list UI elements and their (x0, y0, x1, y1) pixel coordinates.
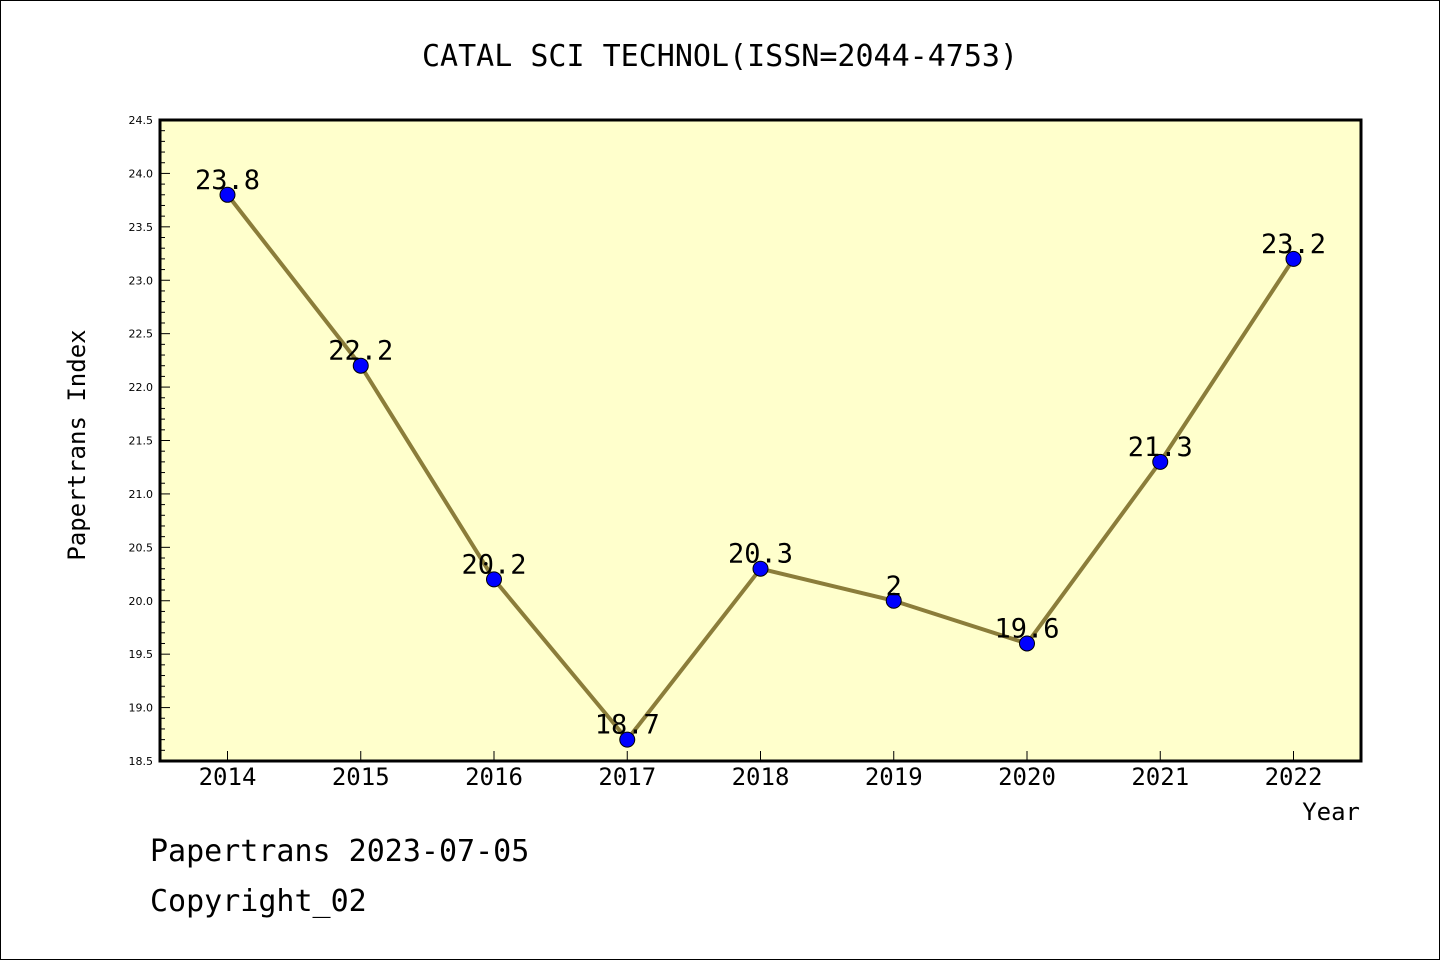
x-tick-label: 2016 (465, 763, 523, 791)
y-tick-label: 22.0 (129, 381, 154, 394)
y-tick-label: 20.0 (129, 595, 154, 608)
y-tick-label: 19.5 (129, 648, 154, 661)
x-axis-label: Year (1302, 798, 1360, 826)
x-tick-label: 2015 (332, 763, 390, 791)
y-tick-label: 21.0 (129, 488, 154, 501)
chart-title: CATAL SCI TECHNOL(ISSN=2044-4753) (422, 39, 1018, 74)
y-tick-label: 19.0 (129, 702, 154, 715)
data-point-2017 (619, 731, 636, 748)
x-tick-label: 2022 (1265, 763, 1323, 791)
data-label-2018: 20.3 (728, 539, 793, 570)
data-point-2021 (1152, 453, 1169, 470)
y-tick-label: 23.5 (129, 221, 154, 234)
data-label-2019: 2 (886, 571, 902, 602)
y-tick-label: 23.0 (129, 274, 154, 287)
y-tick-label: 24.5 (129, 114, 154, 127)
y-tick-label: 20.5 (129, 541, 154, 554)
data-point-2015 (352, 357, 369, 374)
y-tick-label: 18.5 (129, 755, 154, 768)
data-label-2016: 20.2 (461, 549, 526, 580)
data-point-2019 (885, 592, 902, 609)
data-point-2014 (219, 186, 236, 203)
series-line: 23.8 22.2 20.2 18.7 20.3 2 19.6 21.3 23.2 (195, 165, 1326, 748)
footer-copyright: Copyright_02 (150, 884, 367, 919)
x-tick-label: 2014 (199, 763, 257, 791)
data-point-2016 (486, 571, 502, 588)
x-tick-label: 2020 (998, 763, 1056, 791)
data-label-2021: 21.3 (1128, 432, 1193, 463)
data-point-2018 (752, 560, 769, 577)
y-tick-label: 22.5 (129, 328, 154, 341)
x-tick-label: 2018 (732, 763, 790, 791)
data-label-2020: 19.6 (994, 613, 1059, 644)
data-label-2017: 18.7 (595, 710, 660, 741)
footer-date: Papertrans 2023-07-05 (150, 834, 530, 869)
x-tick-label: 2021 (1131, 763, 1189, 791)
data-point-2022 (1285, 250, 1302, 267)
data-label-2014: 23.8 (195, 165, 260, 196)
y-tick-label: 24.0 (129, 167, 154, 180)
x-tick-label: 2017 (598, 763, 656, 791)
data-label-2015: 22.2 (328, 336, 393, 367)
x-axis: 2014 2015 2016 2017 2018 2019 2020 2021 2022 (199, 751, 1323, 791)
data-label-2022: 23.2 (1261, 229, 1326, 260)
y-axis: 18.5 19.0 19.5 20.0 20.5 21.0 21.5 22.0 22.5 23.0… (129, 114, 170, 768)
data-point-2020 (1019, 635, 1035, 652)
x-tick-label: 2019 (865, 763, 923, 791)
y-tick-label: 21.5 (129, 435, 154, 448)
y-axis-label: Papertrans Index (63, 329, 91, 560)
plot-area (158, 118, 1363, 763)
